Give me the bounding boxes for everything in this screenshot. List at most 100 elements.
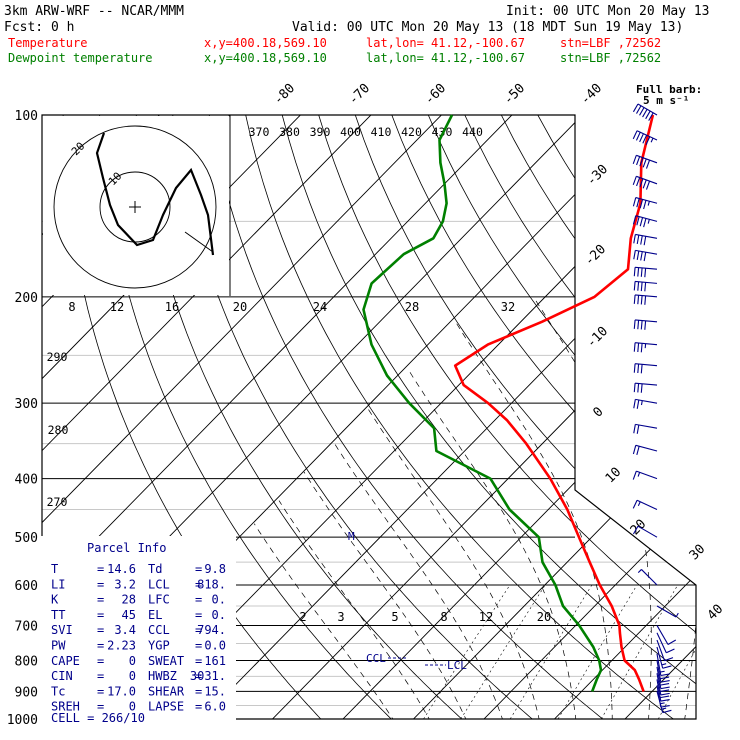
- barb-flag: [660, 673, 670, 677]
- barb-shaft: [656, 660, 662, 683]
- wind-barb: [656, 646, 672, 669]
- moist-adiabat: [366, 407, 543, 719]
- parcel-key: SVI: [51, 623, 73, 637]
- parcel-eq: =: [195, 654, 202, 668]
- barb-flag: [632, 445, 637, 455]
- hodo-speed-label: 12: [110, 300, 124, 314]
- legend-dew-xy: x,y=400.18,569.10: [204, 51, 327, 65]
- barb-flag: [640, 320, 643, 330]
- barb-flag: [632, 500, 638, 509]
- parcel-key: PW: [51, 639, 66, 653]
- dry-adiabat: [208, 115, 620, 719]
- barb-shaft: [656, 691, 664, 713]
- parcel-key: LFC: [148, 593, 170, 607]
- barb-half-flag: [661, 707, 667, 710]
- hodo-speed-label: 16: [165, 300, 179, 314]
- theta-label: 400: [340, 125, 361, 139]
- pressure-tick-label: 500: [15, 531, 38, 546]
- parcel-value: 17.0: [107, 684, 136, 698]
- wind-barb: [633, 233, 658, 246]
- parcel-eq: =: [195, 608, 202, 622]
- parcel-key: K: [51, 593, 59, 607]
- dry-adiabat: [391, 115, 696, 719]
- moist-adiabat: [455, 321, 613, 719]
- wind-barb: [633, 342, 658, 353]
- parcel-eq: =: [97, 608, 104, 622]
- parcel-key: SHEAR: [148, 684, 185, 698]
- dry-adiabat: [172, 115, 548, 719]
- wind-barb: [632, 175, 658, 190]
- wind-barb: [656, 653, 670, 677]
- barb-flag: [643, 252, 647, 262]
- parcel-key: CIN: [51, 669, 73, 683]
- barb-flag: [644, 282, 647, 292]
- legend-temp-latlon: lat,lon= 41.12,-100.67: [366, 36, 525, 50]
- barb-half-flag: [647, 201, 650, 206]
- theta-label: 380: [279, 125, 300, 139]
- barb-shaft: [636, 130, 658, 141]
- dry-adiabat: [99, 115, 405, 719]
- barb-flag: [636, 250, 640, 260]
- mixing-ratio-line: [423, 584, 511, 719]
- parcel-key: Td: [148, 562, 162, 576]
- barb-flag: [643, 218, 647, 228]
- wind-barb: [656, 605, 679, 618]
- parcel-value: 14.6: [107, 562, 136, 576]
- parcel-info-title: Parcel Info: [87, 541, 166, 555]
- barb-flag: [644, 320, 647, 330]
- barb-flag: [640, 364, 643, 374]
- barb-shaft: [656, 679, 662, 702]
- parcel-cell: CELL = 266/10: [51, 711, 145, 725]
- barb-flag: [637, 295, 640, 305]
- moist-adiabat: [278, 500, 437, 719]
- barb-flag: [643, 236, 647, 246]
- parcel-value: 0: [129, 669, 136, 683]
- barb-flag: [633, 399, 636, 409]
- pressure-tick-label: 1000: [7, 713, 38, 728]
- barb-flag: [660, 692, 670, 696]
- parcel-value: 6.0: [204, 700, 226, 714]
- wind-barb: [633, 294, 658, 305]
- parcel-value: 3.4: [114, 623, 136, 637]
- theta-label: 370: [249, 125, 270, 139]
- parcel-key: SWEAT: [148, 654, 184, 668]
- parcel-value: 3.2: [114, 577, 136, 591]
- barb-flag: [645, 159, 651, 169]
- barb-flag: [660, 680, 670, 683]
- barb-half-flag: [637, 569, 642, 574]
- hodo-speed-label: 24: [313, 300, 327, 314]
- wind-barb: [633, 398, 658, 409]
- barb-flag: [660, 683, 670, 686]
- theta-label: 430: [432, 125, 453, 139]
- wind-barb: [637, 569, 658, 586]
- parcel-value: 0.: [212, 608, 226, 622]
- parcel-eq: =: [97, 639, 104, 653]
- mixing-ratio-label: 8: [440, 610, 447, 624]
- parcel-eq: =: [195, 700, 202, 714]
- hodo-trace: [95, 132, 215, 256]
- barb-half-flag: [650, 137, 654, 143]
- parcel-eq: =: [97, 700, 104, 714]
- legend-dew-stn: stn=LBF ,72562: [560, 51, 661, 65]
- mixing-ratio-line: [601, 584, 678, 719]
- moist-adiabat: [644, 296, 696, 719]
- parcel-eq: =: [195, 639, 202, 653]
- barb-flag: [664, 657, 674, 662]
- parcel-value: 2.23: [107, 639, 136, 653]
- sounding-annotations: M CCL LCL: [348, 530, 467, 672]
- hodo-ring-outer: [53, 125, 217, 289]
- barb-shaft: [656, 653, 662, 676]
- sounding-profiles: [362, 114, 655, 692]
- barb-flag: [640, 383, 643, 393]
- parcel-eq: =: [97, 577, 104, 591]
- barb-shaft: [656, 632, 667, 654]
- parcel-value: 45: [122, 608, 136, 622]
- parcel-eq: =: [195, 623, 202, 637]
- hodo-speed-label: 20: [233, 300, 247, 314]
- barb-flag: [667, 639, 677, 645]
- hodo-speed-label: 32: [501, 300, 515, 314]
- parcel-value: 794.: [197, 623, 226, 637]
- barb-flag: [636, 424, 640, 434]
- barb-shaft: [636, 470, 658, 480]
